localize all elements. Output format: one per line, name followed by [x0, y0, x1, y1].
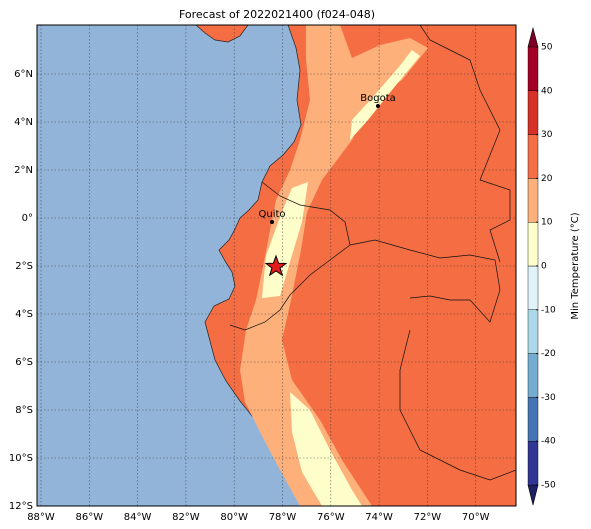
colorbar-segment: [527, 441, 539, 486]
zone-0-10-south: [290, 392, 362, 506]
lat-tick-label: 4°S: [15, 309, 33, 320]
lon-tick-label: 88°W: [27, 512, 55, 523]
city-dot: [376, 104, 380, 108]
lon-tick-label: 82°W: [172, 512, 200, 523]
colorbar-segment: [527, 221, 539, 267]
lon-tick-label: 72°W: [414, 512, 442, 523]
colorbar-tick-label: 50: [541, 43, 553, 53]
lon-tick-label: 70°W: [462, 512, 490, 523]
colorbar-extend-top: [527, 26, 539, 48]
lon-tick-label: 74°W: [365, 512, 393, 523]
colorbar-segment: [527, 265, 539, 310]
country-border: [349, 239, 501, 323]
colorbar-tick-label: 20: [541, 174, 553, 184]
lat-tick-label: 6°S: [15, 357, 33, 368]
colorbar-segment: [527, 90, 539, 135]
colorbar-tick-label: -30: [541, 393, 556, 403]
land-panama: [195, 25, 249, 43]
colorbar-segment: [527, 134, 539, 179]
city-dot: [270, 220, 274, 224]
colorbar-label: Min Temperature (°C): [570, 212, 581, 319]
country-border: [419, 25, 511, 263]
location-star: [264, 254, 288, 277]
lon-tick-label: 80°W: [220, 512, 248, 523]
lon-tick-label: 84°W: [124, 512, 152, 523]
map-area: Bogota Quito: [37, 25, 516, 506]
lat-tick-label: 4°N: [14, 117, 33, 128]
colorbar-tick-label: 0: [541, 262, 547, 272]
colorbar-tick-label: 10: [541, 218, 553, 228]
lon-tick-label: 86°W: [75, 512, 103, 523]
lat-tick-label: 2°S: [15, 261, 33, 272]
colorbar-segment: [527, 353, 539, 398]
zone-0-10-north: [350, 50, 420, 140]
colorbar-segment: [527, 178, 539, 223]
colorbar-tick-label: -40: [541, 437, 556, 447]
colorbar-segment: [527, 46, 539, 91]
country-border: [399, 329, 516, 481]
colorbar-segment: [527, 397, 539, 442]
lon-tick-label: 76°W: [317, 512, 345, 523]
colorbar-tick-label: 40: [541, 86, 553, 96]
lat-tick-label: 8°S: [15, 405, 33, 416]
country-border: [229, 181, 351, 331]
lat-tick-label: 2°N: [14, 165, 33, 176]
title: Forecast of 2022021400 (f024-048): [179, 8, 375, 21]
city-label: Bogota: [360, 93, 396, 104]
map-frame: [36, 24, 517, 507]
colorbar-extend-bottom: [527, 484, 539, 506]
colorbar-tick-label: -50: [541, 481, 556, 491]
city-label: Quito: [258, 209, 285, 220]
colorbar-segment: [527, 309, 539, 354]
lat-tick-label: 12°S: [9, 501, 33, 512]
colorbar-tick-label: -20: [541, 349, 556, 359]
lat-tick-label: 10°S: [9, 453, 33, 464]
lat-tick-label: 6°N: [14, 69, 33, 80]
lat-tick-label: 0°: [22, 213, 33, 224]
colorbar-tick-label: 30: [541, 130, 553, 140]
lon-tick-label: 78°W: [269, 512, 297, 523]
colorbar-tick-label: -10: [541, 305, 556, 315]
zone-10-20: [240, 25, 428, 506]
grid: [37, 25, 516, 506]
